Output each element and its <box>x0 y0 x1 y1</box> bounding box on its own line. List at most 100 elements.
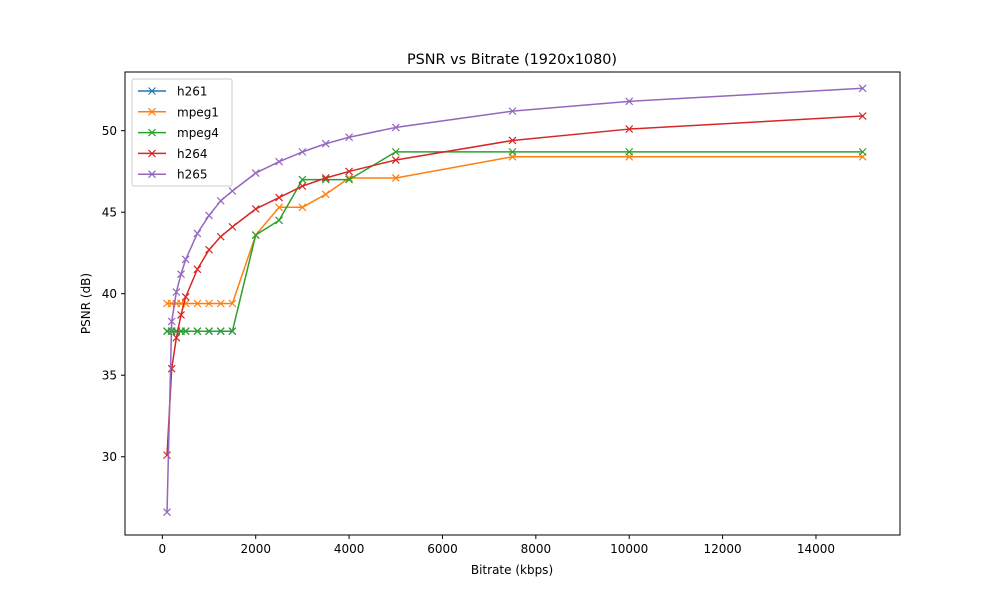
series-line-h265 <box>166 87 863 513</box>
data-point-h264 <box>625 125 634 133</box>
data-point-h264 <box>181 293 190 301</box>
series-mpeg1 <box>163 152 867 308</box>
data-point-mpeg1 <box>216 299 225 308</box>
y-tick-label: 30 <box>102 450 117 464</box>
x-tick-label: 12000 <box>703 542 741 556</box>
data-point-h264 <box>163 451 171 460</box>
data-point-h264 <box>508 136 517 145</box>
series-layer <box>163 84 867 517</box>
legend-marker-mpeg1 <box>148 107 156 116</box>
data-point-h264 <box>858 112 867 120</box>
data-point-mpeg4 <box>193 327 202 336</box>
chart-title: PSNR vs Bitrate (1920x1080) <box>407 52 617 68</box>
data-point-mpeg4 <box>275 216 283 225</box>
data-point-h265 <box>321 139 330 148</box>
data-point-mpeg4 <box>345 175 354 184</box>
data-point-h264 <box>275 193 283 202</box>
legend-label-h261: h261 <box>177 85 208 99</box>
y-tick-label: 50 <box>102 124 117 138</box>
series-line-h264 <box>166 115 863 456</box>
legend-label-mpeg1: mpeg1 <box>177 105 219 119</box>
y-tick-label: 35 <box>102 369 117 383</box>
data-point-h265 <box>251 169 260 178</box>
data-point-h265 <box>391 123 400 132</box>
data-point-mpeg1 <box>391 174 400 182</box>
legend-marker-h265 <box>148 170 156 179</box>
data-point-h264 <box>228 222 237 231</box>
legend-marker-h264 <box>148 149 156 158</box>
y-axis-ticks: 30 35 40 45 50 <box>102 124 125 464</box>
series-mpeg4 <box>163 147 867 336</box>
data-point-h265 <box>205 211 213 220</box>
data-point-h265 <box>216 196 225 205</box>
data-point-h265 <box>172 288 181 297</box>
legend-entry-h265: h265 <box>138 168 208 182</box>
data-point-h265 <box>177 270 185 279</box>
data-point-mpeg1 <box>298 203 307 212</box>
data-point-mpeg4 <box>216 327 225 336</box>
data-point-mpeg1 <box>228 299 237 308</box>
data-point-mpeg4 <box>625 147 634 156</box>
data-point-mpeg4 <box>181 327 190 336</box>
data-point-mpeg1 <box>193 299 202 308</box>
data-point-mpeg4 <box>251 231 260 239</box>
legend-entry-mpeg1: mpeg1 <box>138 105 219 119</box>
x-axis-label: Bitrate (kbps) <box>471 563 553 577</box>
x-tick-label: 0 <box>159 542 167 556</box>
series-h265 <box>163 84 867 517</box>
data-point-mpeg4 <box>228 327 237 336</box>
data-point-h265 <box>508 107 517 116</box>
data-point-h265 <box>167 317 176 326</box>
data-point-h264 <box>216 232 225 241</box>
legend-entry-mpeg4: mpeg4 <box>138 126 219 140</box>
x-tick-label: 6000 <box>427 542 458 556</box>
data-point-h265 <box>193 229 202 238</box>
data-point-h265 <box>163 508 171 517</box>
x-tick-label: 14000 <box>797 542 835 556</box>
legend-entry-h264: h264 <box>138 147 208 161</box>
data-point-h265 <box>228 187 237 195</box>
data-point-h265 <box>181 255 190 264</box>
data-point-h264 <box>193 265 202 274</box>
data-point-h264 <box>321 174 330 182</box>
legend-marker-mpeg4 <box>148 128 156 137</box>
data-point-mpeg1 <box>321 190 330 199</box>
data-point-h264 <box>172 333 181 342</box>
legend-box <box>131 78 233 187</box>
plot-area-frame <box>124 71 901 536</box>
data-point-mpeg4 <box>508 147 517 156</box>
x-axis-ticks: 0 2000 4000 6000 8000 10000 12000 14000 <box>159 535 835 556</box>
data-point-mpeg4 <box>205 327 213 336</box>
data-point-h264 <box>345 167 354 176</box>
y-axis-label: PSNR (dB) <box>79 273 93 334</box>
data-point-mpeg4 <box>391 147 400 156</box>
y-tick-label: 40 <box>102 287 117 301</box>
data-point-h264 <box>205 245 213 254</box>
legend-label-h265: h265 <box>177 168 208 182</box>
x-tick-label: 10000 <box>610 542 648 556</box>
data-point-h264 <box>391 156 400 164</box>
x-tick-label: 2000 <box>240 542 271 556</box>
x-tick-label: 8000 <box>521 542 552 556</box>
x-tick-label: 4000 <box>334 542 365 556</box>
data-point-mpeg4 <box>298 175 307 184</box>
legend: h261 mpeg1 mpeg4 h264 h265 <box>131 78 233 187</box>
data-point-mpeg1 <box>205 299 213 308</box>
data-point-h264 <box>167 364 176 373</box>
legend-marker-h261 <box>148 87 156 95</box>
legend-entry-h261: h261 <box>138 85 208 99</box>
legend-label-mpeg4: mpeg4 <box>177 126 219 140</box>
data-point-h264 <box>251 205 260 213</box>
data-point-h265 <box>625 97 634 106</box>
data-point-h265 <box>275 157 283 166</box>
series-h264 <box>163 112 867 460</box>
data-point-h264 <box>298 182 307 191</box>
legend-label-h264: h264 <box>177 147 208 161</box>
data-point-h265 <box>298 147 307 156</box>
data-point-h265 <box>858 84 867 93</box>
data-point-h264 <box>177 310 185 319</box>
data-point-h265 <box>345 133 354 142</box>
y-tick-label: 45 <box>102 206 117 220</box>
data-point-mpeg4 <box>858 147 867 156</box>
